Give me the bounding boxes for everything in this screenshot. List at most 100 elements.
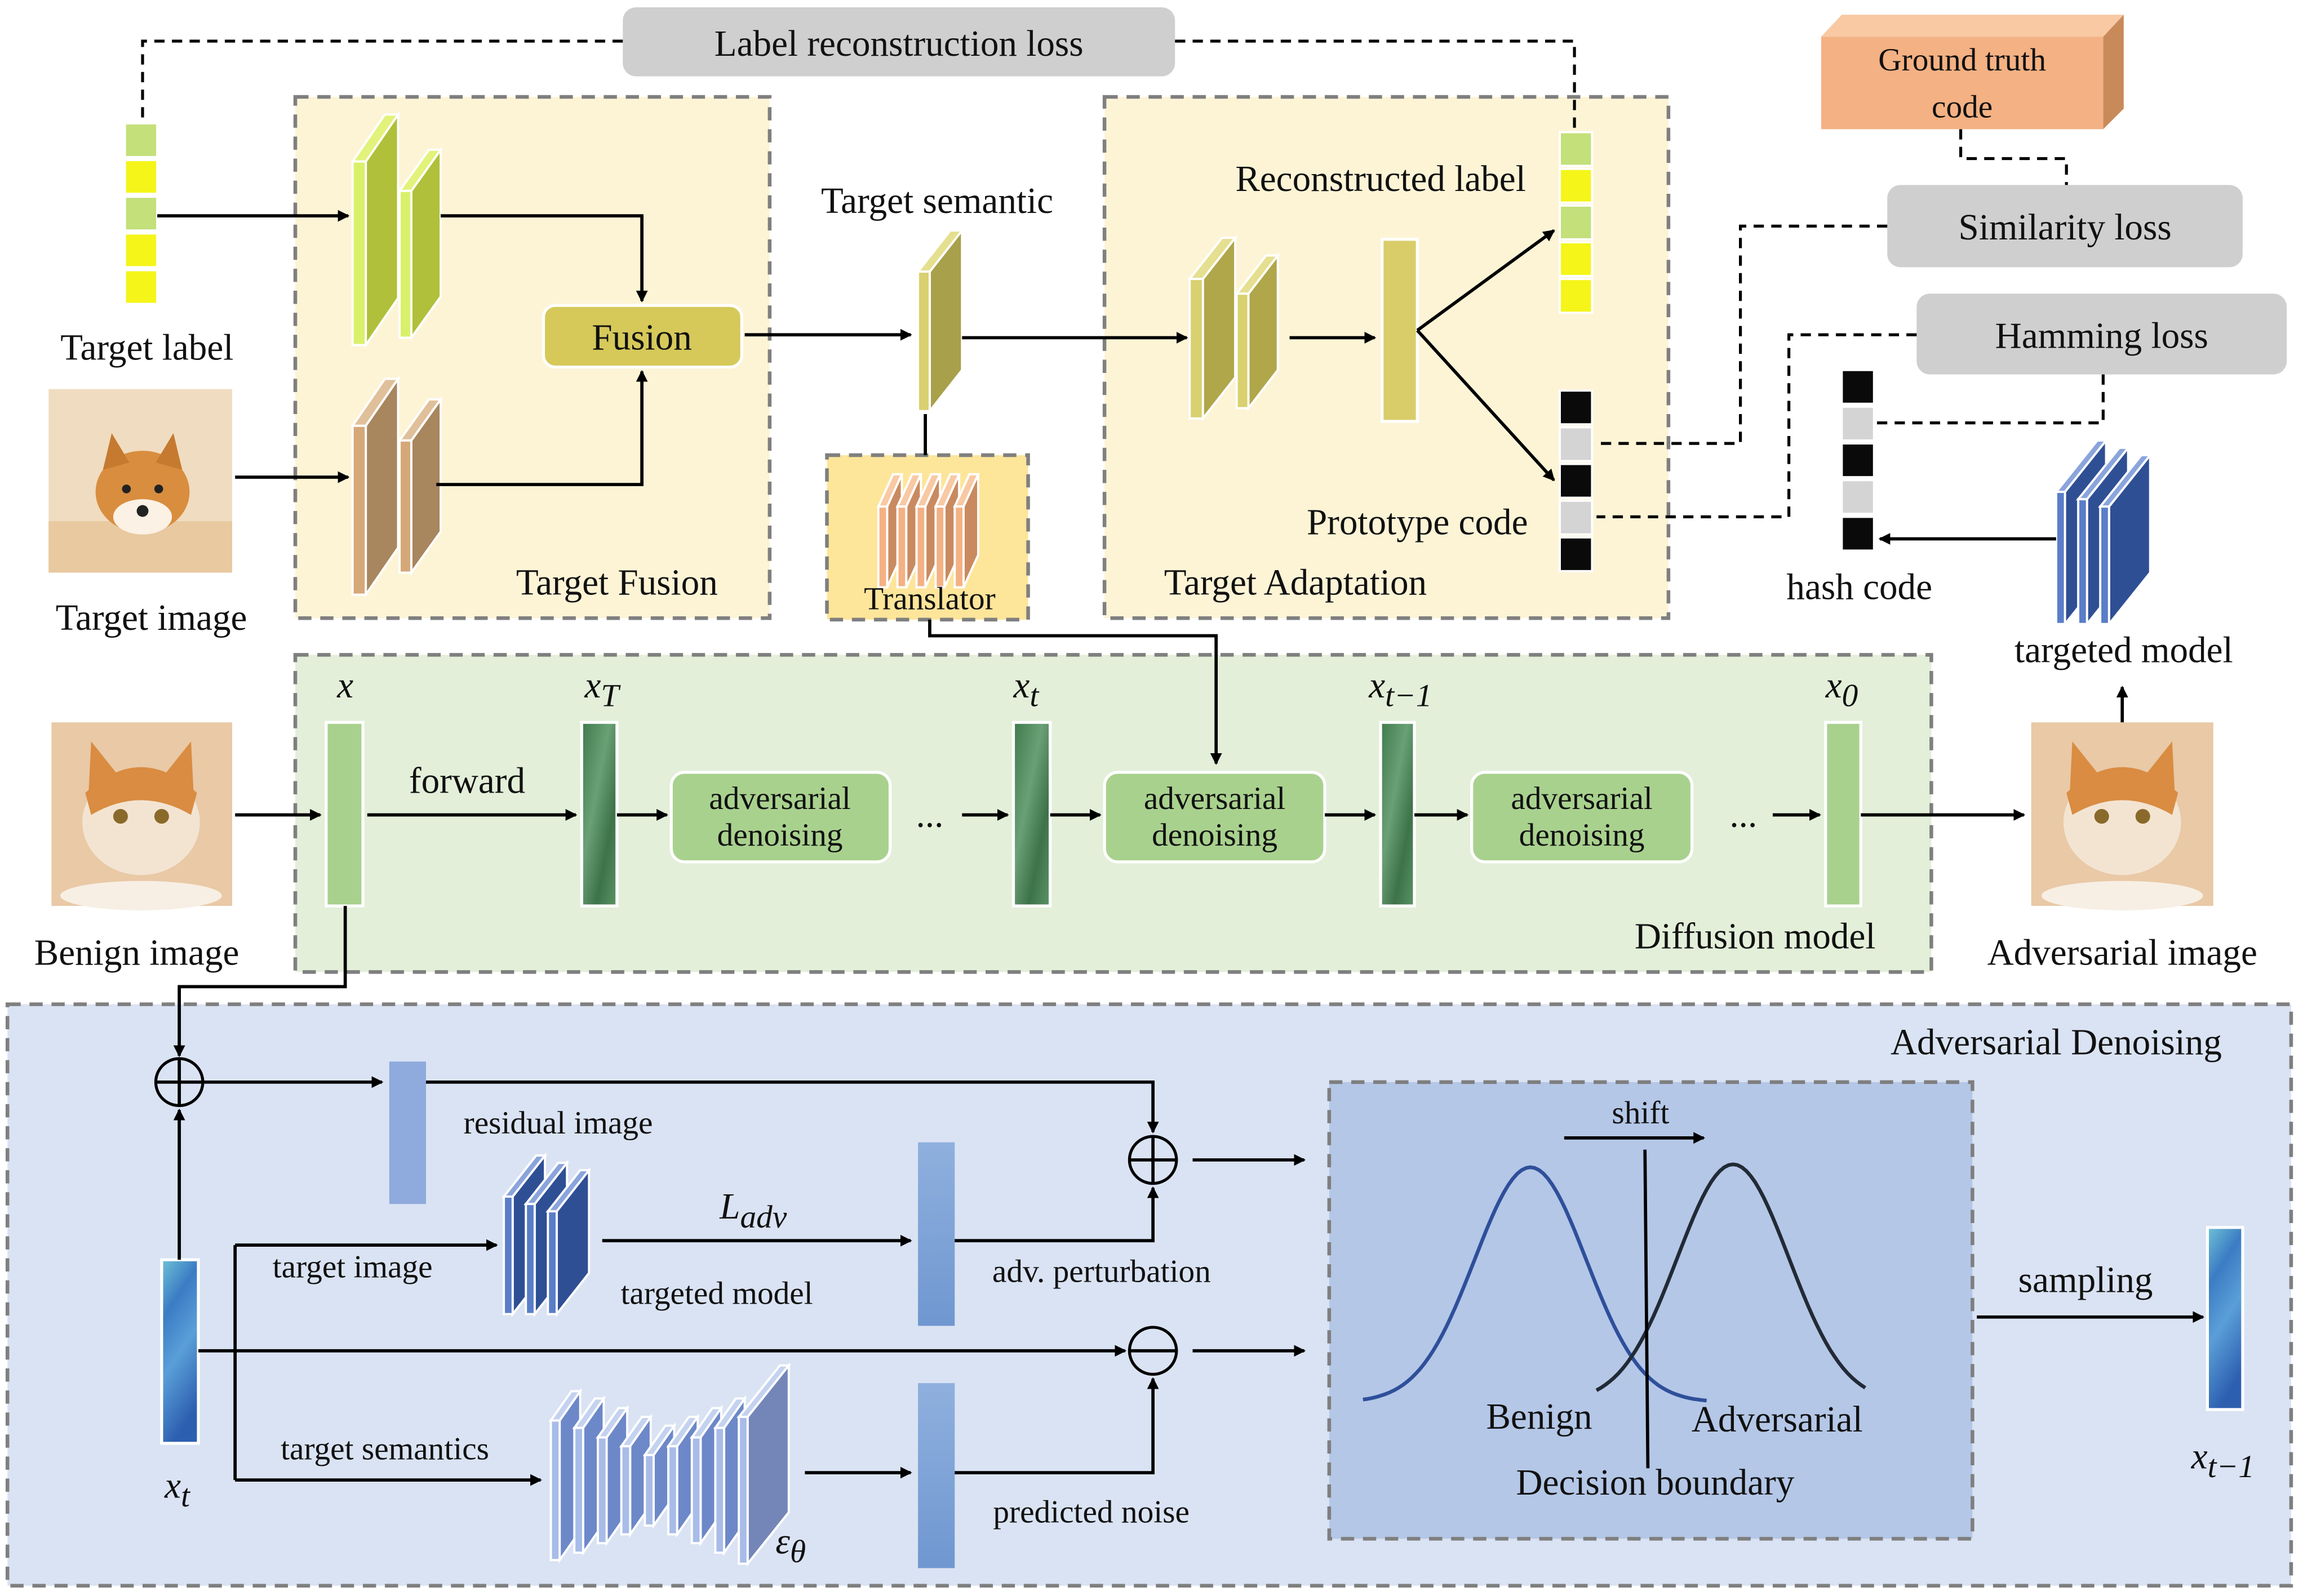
adv-denoising-block-1: adversarial denoising: [669, 771, 892, 864]
adv-denoising-block-2: adversarial denoising: [1103, 771, 1326, 864]
ominus-icon: [1128, 1326, 1178, 1376]
xt-noise-subscript: t: [181, 1478, 191, 1514]
label-encoder-to-fusion-arrow: [441, 214, 648, 303]
ellipsis-2: ...: [1729, 794, 1757, 835]
layer-front: [2077, 498, 2088, 625]
adversarial-label: Adversarial: [1692, 1399, 1863, 1440]
adaptation-layer: [1234, 252, 1280, 412]
benign-label: Benign: [1486, 1397, 1592, 1437]
decision-boundary-label: Decision boundary: [1516, 1462, 1795, 1503]
x0-subscript: 0: [1842, 678, 1858, 714]
hamming-loss-box: [1916, 294, 2287, 375]
label-encoder-layer: [350, 110, 401, 349]
xT-bar: [580, 721, 619, 908]
layer-front: [503, 1195, 514, 1315]
adv-denoising-1-line1: adversarial: [709, 781, 850, 816]
xt-noise-label: xt: [164, 1465, 191, 1514]
label-loss-connector: [141, 39, 1576, 132]
l-adv-subscript: adv: [740, 1199, 787, 1235]
target-fusion-title: Target Fusion: [516, 563, 718, 603]
epsilon-symbol: ε: [775, 1521, 790, 1562]
benign-distribution-curve: [1363, 1165, 1707, 1403]
epsilon-theta-label: εθ: [775, 1521, 806, 1570]
layer-front: [596, 1436, 608, 1545]
layer-front: [573, 1426, 584, 1554]
layer-front: [1188, 278, 1204, 420]
vector-cell: [1840, 442, 1875, 478]
vector-cell: [1559, 241, 1594, 277]
layer-front: [398, 439, 412, 574]
layer-front: [351, 160, 367, 346]
adv-denoising-3-line2: denoising: [1519, 817, 1645, 853]
vector-cell: [1559, 278, 1594, 314]
label-reconstruction-loss: Label reconstruction loss: [715, 24, 1084, 64]
targeted-model-small-text: targeted model: [620, 1275, 813, 1311]
image-encoder-to-fusion-arrow: [436, 370, 648, 486]
vector-cell: [123, 195, 159, 232]
hamming-connector: [1596, 333, 1917, 519]
adv-denoising-1-line2: denoising: [717, 817, 843, 853]
x-bar: [325, 721, 365, 908]
perturbation-to-oplus-arrow: [955, 1186, 1159, 1243]
label-encoder-layer: [397, 146, 443, 341]
adv-perturbation-text: adv. perturbation: [992, 1253, 1211, 1289]
ground-truth-code-block: Ground truth code: [1821, 15, 2124, 130]
vector-cell: [123, 159, 159, 195]
image-encoder-layer: [397, 395, 443, 576]
layer-front: [1235, 292, 1250, 410]
translator-to-denoising-arrow: [928, 619, 1222, 765]
layer-front: [714, 1426, 726, 1554]
vector-cell: [1559, 463, 1594, 499]
layer-front: [917, 270, 931, 412]
theta-subscript: θ: [790, 1534, 806, 1570]
sampling-label: sampling: [2018, 1260, 2153, 1301]
layer-front: [549, 1419, 561, 1562]
vector-cell: [1559, 499, 1594, 536]
decision-panel: [1327, 1080, 1974, 1541]
vector-cell: [123, 122, 159, 158]
unet-layer: [736, 1362, 791, 1567]
residual-image-text: residual image: [464, 1105, 653, 1141]
reconstructed-label-vector: [1559, 131, 1594, 314]
vector-cell: [123, 232, 159, 269]
xt-bar: [1011, 721, 1052, 908]
targeted-model-small-layer: [545, 1167, 592, 1318]
reconstructed-label-text: Reconstructed label: [1235, 159, 1526, 199]
target-semantic-label: Target semantic: [821, 181, 1053, 221]
xt-subscript: t: [1030, 678, 1040, 714]
similarity-loss-box: [1887, 185, 2243, 268]
layer-front: [896, 505, 908, 589]
prototype-code-vector: [1559, 389, 1594, 572]
adversarial-distribution-curve: [1595, 1162, 1866, 1392]
prototype-code-text: Prototype code: [1307, 503, 1528, 543]
x0-bar: [1824, 721, 1862, 908]
predicted-noise-text: predicted noise: [993, 1495, 1190, 1530]
benign-image-cat: [51, 722, 232, 910]
residual-to-oplus-arrow: [426, 1080, 1159, 1134]
target-image-dog: [48, 389, 232, 573]
shift-label: shift: [1612, 1095, 1669, 1131]
target-label-text: Target label: [60, 328, 233, 368]
translator-label: Translator: [864, 581, 996, 617]
vector-cell: [1559, 389, 1594, 426]
adv-denoising-2-line2: denoising: [1152, 817, 1277, 853]
adv-perturbation-bar: [918, 1142, 955, 1326]
oplus-icon-1: [154, 1057, 205, 1108]
oplus-icon-2: [1128, 1135, 1178, 1185]
layer-front: [915, 505, 927, 589]
adv-denoising-3-line1: adversarial: [1511, 781, 1652, 816]
adversarial-image-cat: [2031, 722, 2213, 910]
vector-cell: [123, 269, 159, 305]
hash-code-vector: [1840, 368, 1875, 552]
target-semantics-branch-text: target semantics: [281, 1431, 489, 1467]
ground-truth-code-line1: Ground truth: [1878, 42, 2046, 78]
ground-truth-code-line2: code: [1932, 90, 1993, 125]
similarity-connector: [1596, 224, 1888, 445]
layer-front: [525, 1203, 536, 1315]
layer-front: [877, 505, 889, 589]
layer-front: [2054, 491, 2066, 625]
layer-front: [738, 1416, 749, 1565]
translator-layer: [953, 473, 980, 589]
targeted-model-text: targeted model: [2014, 630, 2233, 670]
